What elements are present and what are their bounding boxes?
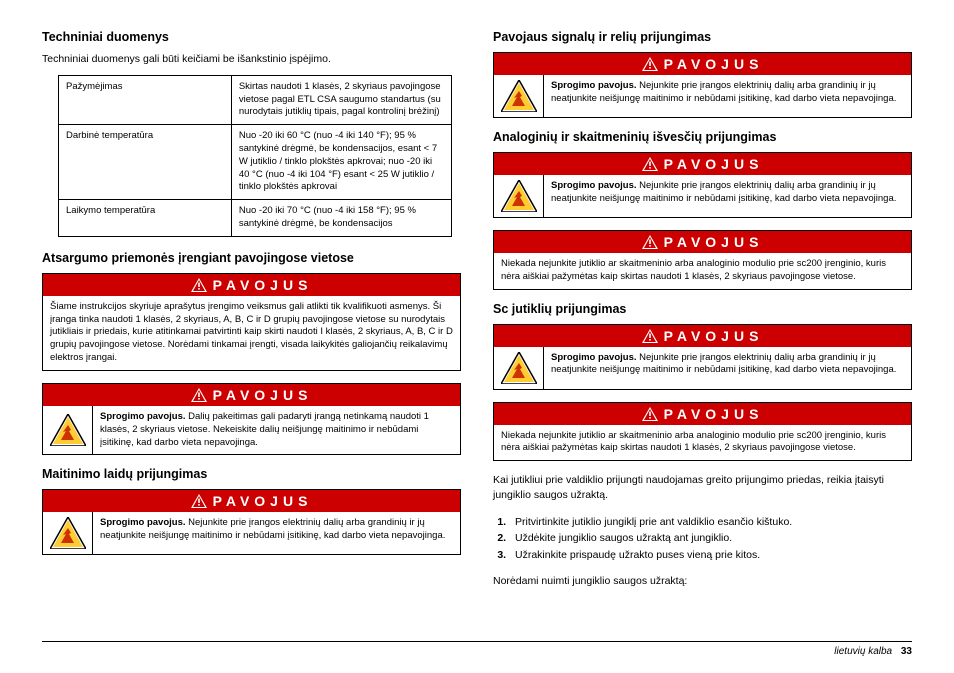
precautions-heading: Atsargumo priemonės įrengiant pavojingos… — [42, 251, 461, 265]
body-text: Kai jutikliui prie valdiklio prijungti n… — [493, 473, 912, 503]
danger-text: Šiame instrukcijos skyriuje aprašytus įr… — [43, 296, 460, 370]
body-text: Norėdami nuimti jungiklio saugos užraktą… — [493, 574, 912, 589]
power-heading: Maitinimo laidų prijungimas — [42, 467, 461, 481]
steps-list: Pritvirtinkite jutiklio jungiklį prie an… — [509, 514, 912, 564]
list-item: Užrakinkite prispaudę užrakto puses vien… — [509, 547, 912, 564]
sc-heading: Sc jutiklių prijungimas — [493, 302, 912, 316]
explosion-icon — [494, 75, 544, 117]
danger-text: Sprogimo pavojus. Nejunkite prie įrangos… — [93, 512, 460, 554]
spec-label: Pažymėjimas — [59, 75, 232, 124]
alarm-heading: Pavojaus signalų ir relių prijungimas — [493, 30, 912, 44]
warning-triangle-icon — [191, 494, 207, 508]
list-item: Pritvirtinkite jutiklio jungiklį prie an… — [509, 514, 912, 531]
warning-triangle-icon — [642, 157, 658, 171]
danger-header: PAVOJUS — [43, 274, 460, 296]
table-row: Pažymėjimas Skirtas naudoti 1 klasės, 2 … — [59, 75, 452, 124]
page-footer: lietuvių kalba 33 — [42, 641, 912, 657]
danger-box: PAVOJUS Sprogimo pavojus. Nejunkite prie… — [42, 489, 461, 555]
danger-text: Niekada nejunkite jutiklio ar skaitmenin… — [494, 425, 911, 461]
danger-box: PAVOJUS Niekada nejunkite jutiklio ar sk… — [493, 230, 912, 290]
footer-page-number: 33 — [901, 646, 912, 657]
table-row: Darbinė temperatūra Nuo -20 iki 60 °C (n… — [59, 125, 452, 200]
tech-data-heading: Techniniai duomenys — [42, 30, 461, 44]
warning-triangle-icon — [642, 235, 658, 249]
danger-header: PAVOJUS — [43, 384, 460, 406]
explosion-icon — [43, 512, 93, 554]
explosion-icon — [494, 175, 544, 217]
list-item: Uždėkite jungiklio saugos užraktą ant ju… — [509, 530, 912, 547]
table-row: Laikymo temperatūra Nuo -20 iki 70 °C (n… — [59, 200, 452, 237]
danger-box: PAVOJUS Šiame instrukcijos skyriuje apra… — [42, 273, 461, 371]
danger-label: PAVOJUS — [664, 56, 764, 72]
danger-header: PAVOJUS — [494, 231, 911, 253]
danger-header: PAVOJUS — [494, 325, 911, 347]
danger-header: PAVOJUS — [494, 153, 911, 175]
explosion-icon — [43, 406, 93, 454]
danger-header: PAVOJUS — [494, 403, 911, 425]
danger-text: Sprogimo pavojus. Nejunkite prie įrangos… — [544, 75, 911, 117]
danger-label: PAVOJUS — [664, 156, 764, 172]
warning-triangle-icon — [642, 329, 658, 343]
danger-label: PAVOJUS — [664, 406, 764, 422]
left-column: Techniniai duomenys Techniniai duomenys … — [42, 28, 461, 620]
warning-triangle-icon — [191, 278, 207, 292]
spec-value: Skirtas naudoti 1 klasės, 2 skyriaus pav… — [231, 75, 451, 124]
warning-triangle-icon — [642, 407, 658, 421]
danger-text: Sprogimo pavojus. Dalių pakeitimas gali … — [93, 406, 460, 454]
spec-table: Pažymėjimas Skirtas naudoti 1 klasės, 2 … — [58, 75, 452, 237]
danger-box: PAVOJUS Sprogimo pavojus. Nejunkite prie… — [493, 152, 912, 218]
danger-box: PAVOJUS Sprogimo pavojus. Dalių pakeitim… — [42, 383, 461, 455]
explosion-icon — [494, 347, 544, 389]
danger-label: PAVOJUS — [664, 234, 764, 250]
tech-data-intro: Techniniai duomenys gali būti keičiami b… — [42, 52, 461, 67]
danger-box: PAVOJUS Niekada nejunkite jutiklio ar sk… — [493, 402, 912, 462]
danger-header: PAVOJUS — [494, 53, 911, 75]
spec-value: Nuo -20 iki 70 °C (nuo -4 iki 158 °F); 9… — [231, 200, 451, 237]
spec-label: Laikymo temperatūra — [59, 200, 232, 237]
danger-header: PAVOJUS — [43, 490, 460, 512]
danger-box: PAVOJUS Sprogimo pavojus. Nejunkite prie… — [493, 324, 912, 390]
danger-text: Sprogimo pavojus. Nejunkite prie įrangos… — [544, 347, 911, 389]
danger-text: Niekada nejunkite jutiklio ar skaitmenin… — [494, 253, 911, 289]
spec-label: Darbinė temperatūra — [59, 125, 232, 200]
warning-triangle-icon — [642, 57, 658, 71]
warning-triangle-icon — [191, 388, 207, 402]
danger-box: PAVOJUS Sprogimo pavojus. Nejunkite prie… — [493, 52, 912, 118]
danger-label: PAVOJUS — [213, 277, 313, 293]
spec-value: Nuo -20 iki 60 °C (nuo -4 iki 140 °F); 9… — [231, 125, 451, 200]
right-column: Pavojaus signalų ir relių prijungimas PA… — [493, 28, 912, 620]
danger-label: PAVOJUS — [664, 328, 764, 344]
danger-text: Sprogimo pavojus. Nejunkite prie įrangos… — [544, 175, 911, 217]
footer-language: lietuvių kalba — [834, 646, 892, 657]
danger-label: PAVOJUS — [213, 387, 313, 403]
danger-label: PAVOJUS — [213, 493, 313, 509]
analog-heading: Analoginių ir skaitmeninių išvesčių prij… — [493, 130, 912, 144]
